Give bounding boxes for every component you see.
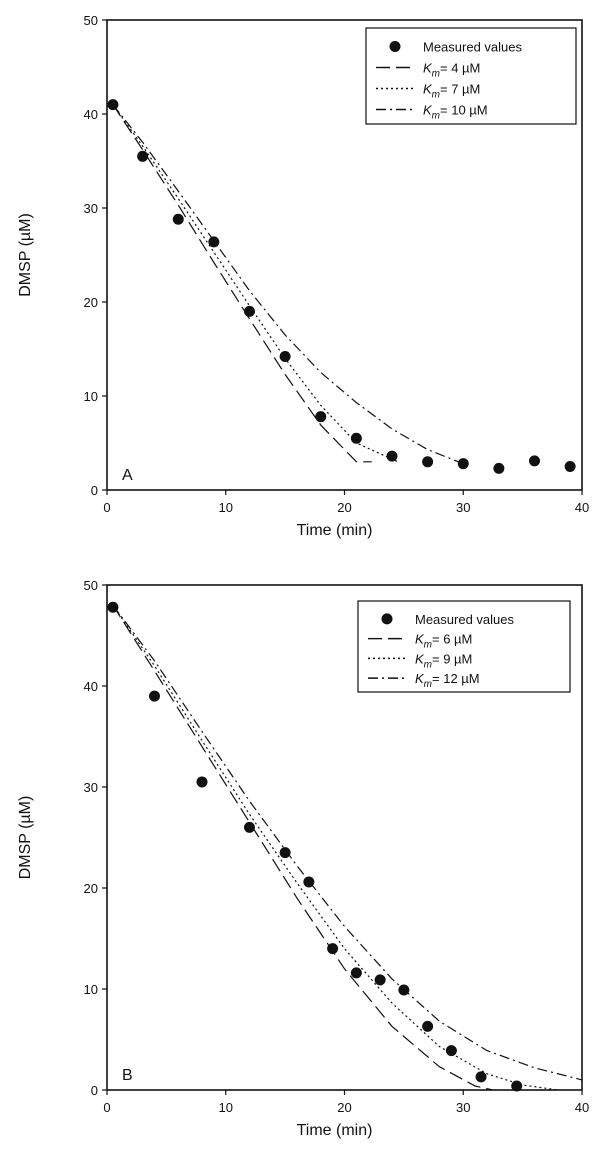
model-curve-3 [112,104,459,463]
measured-point [107,601,119,613]
measured-point [196,776,208,788]
x-tick-label: 20 [337,1100,351,1115]
measured-point [422,456,434,468]
measured-point [529,455,540,467]
panel-letter: B [122,1067,133,1084]
legend-label: Measured values [415,612,514,627]
measured-point [445,1045,457,1057]
legend-label: Km= 7 µM [423,82,480,101]
measured-point [457,458,469,470]
x-tick-label: 40 [575,1100,589,1115]
y-tick-label: 20 [84,881,98,896]
x-tick-label: 30 [456,500,470,515]
legend-label: Km= 12 µM [415,671,480,690]
x-tick-label: 10 [219,500,233,515]
x-tick-label: 40 [575,500,589,515]
legend-label: Km= 10 µM [423,103,488,122]
y-tick-label: 30 [84,201,98,216]
model-curve-1 [112,604,494,1091]
y-tick-label: 40 [84,679,98,694]
measured-point [511,1080,523,1092]
model-curve-2 [112,104,399,463]
x-tick-label: 0 [103,500,110,515]
x-tick-label: 0 [103,1100,110,1115]
measured-point [475,1071,487,1083]
measured-point [244,821,255,833]
x-tick-label: 30 [456,1100,470,1115]
measured-point [208,236,220,248]
legend: Measured values Km= 4 µM Km= 7 µM Km= 10 µM [365,27,577,125]
measured-point [315,411,327,423]
panel-letter: A [122,467,133,484]
legend-label: Km= 6 µM [415,632,472,651]
measured-point [244,305,255,317]
model-curve-3 [112,604,583,1081]
legend-marker [389,41,401,52]
x-tick-label: 20 [337,500,351,515]
x-tick-label: 10 [219,1100,233,1115]
y-tick-label: 0 [91,483,98,498]
model-curve-1 [112,104,372,463]
y-tick-label: 40 [84,107,98,122]
measured-point [386,450,398,462]
y-tick-label: 50 [84,13,98,28]
panel-b: 0 10 20 30 40 0 10 20 30 40 50 Time (min) DMSP (µM) B… [17,578,589,1139]
y-tick-label: 30 [84,780,98,795]
x-axis-title: Time (min) [297,522,373,539]
measured-point [350,432,362,444]
panel-a: 0 10 20 30 40 0 10 20 30 40 50 Time (min) DMSP (µM) A… [17,13,589,539]
measured-point [303,876,315,888]
y-tick-label: 10 [84,389,98,404]
y-tick-label: 20 [84,295,98,310]
measured-point [172,213,184,225]
y-tick-label: 50 [84,578,98,593]
y-axis-title: DMSP (µM) [17,213,34,297]
measured-point [279,847,291,859]
measured-point [137,150,149,162]
measured-point [107,99,119,111]
y-tick-label: 0 [91,1083,98,1098]
legend-label: Measured values [423,40,522,55]
measured-point [327,943,339,955]
legend-label: Km= 9 µM [415,651,472,670]
legend-marker [381,613,393,625]
legend-label: Km= 4 µM [423,61,480,80]
measured-point [564,461,576,472]
measured-point [398,984,410,996]
measured-point [493,462,505,474]
legend-box [357,600,571,693]
measured-point [374,974,386,986]
measured-point [149,690,160,702]
legend-box [365,27,577,125]
measured-point [422,1020,434,1032]
measured-point [350,967,362,979]
y-axis-title: DMSP (µM) [17,796,34,880]
measured-point [279,351,291,363]
y-tick-label: 10 [84,982,98,997]
x-axis-title: Time (min) [297,1122,373,1139]
